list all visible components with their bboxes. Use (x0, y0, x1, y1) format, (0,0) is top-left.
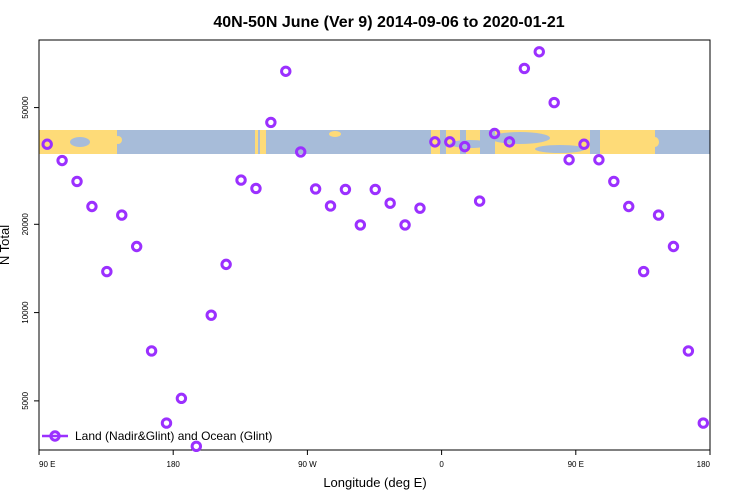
map-land (600, 130, 655, 154)
map-water (70, 137, 90, 147)
data-point (533, 46, 545, 58)
data-point (429, 136, 441, 148)
legend: Land (Nadir&Glint) and Ocean (Glint) (42, 429, 272, 443)
data-point (623, 200, 635, 213)
data-point (250, 182, 262, 195)
data-point (652, 209, 665, 221)
map-water (286, 134, 314, 142)
map-water (535, 145, 585, 153)
data-point (116, 209, 128, 221)
data-point (175, 392, 188, 405)
map-water (324, 145, 340, 151)
data-point (384, 197, 396, 209)
data-point (354, 219, 367, 231)
y-tick-label: 10000 (21, 301, 30, 324)
data-point (56, 154, 68, 167)
y-tick-label: 5000 (21, 391, 30, 409)
data-point (503, 136, 516, 148)
data-point (444, 136, 456, 148)
data-point (220, 258, 232, 271)
data-point (280, 65, 292, 77)
map-land (260, 130, 266, 154)
map-island (329, 131, 341, 137)
y-axis: 5000 10000 20000 50000 (21, 96, 39, 410)
data-point (265, 116, 277, 129)
data-point (518, 62, 531, 75)
map-land (255, 130, 258, 154)
x-tick-label: 90 E (568, 460, 584, 469)
x-tick-label: 90 W (298, 460, 317, 469)
x-tick-label: 180 (697, 460, 711, 469)
x-tick-label: 180 (167, 460, 181, 469)
data-point (667, 240, 680, 253)
data-point (697, 417, 709, 429)
data-point (459, 140, 471, 153)
data-point (41, 138, 53, 150)
map-land (431, 130, 440, 154)
map-ocean (39, 130, 710, 154)
map-island (114, 136, 122, 144)
data-point (235, 174, 247, 186)
legend-marker (49, 430, 61, 442)
data-point (593, 154, 605, 166)
legend-label: Land (Nadir&Glint) and Ocean (Glint) (75, 429, 272, 443)
chart-title: 40N-50N June (Ver 9) 2014-09-06 to 2020-… (213, 14, 564, 31)
x-tick-label: 0 (439, 460, 444, 469)
data-point (578, 138, 590, 150)
world-map-band (39, 130, 710, 154)
data-point (339, 183, 352, 196)
y-axis-label: N Total (0, 225, 12, 265)
data-point (369, 183, 381, 196)
data-point (563, 154, 575, 166)
data-point (488, 127, 501, 140)
data-point (101, 265, 113, 278)
data-points (41, 46, 709, 453)
map-island (651, 137, 659, 147)
x-axis: 90 E 180 90 W 0 90 E 180 (38, 450, 711, 469)
data-point (637, 265, 650, 278)
data-point (130, 240, 143, 253)
data-point (608, 175, 620, 188)
data-point (190, 440, 203, 453)
data-point (309, 183, 322, 195)
x-axis-label: Longitude (deg E) (323, 475, 426, 490)
data-point (160, 417, 173, 429)
data-point (205, 309, 217, 321)
data-point (145, 345, 158, 357)
data-point (473, 195, 486, 207)
x-tick-label: 90 E (39, 460, 55, 469)
data-point (71, 175, 83, 188)
plot-frame (38, 39, 711, 451)
data-point (86, 200, 98, 213)
y-tick-label: 50000 (21, 96, 30, 119)
map-water (690, 134, 710, 146)
data-point (682, 345, 695, 357)
data-point (548, 96, 560, 109)
data-point (324, 200, 337, 212)
y-tick-label: 20000 (21, 213, 30, 236)
data-point (399, 219, 411, 231)
data-point (294, 146, 307, 158)
data-point (414, 202, 426, 214)
